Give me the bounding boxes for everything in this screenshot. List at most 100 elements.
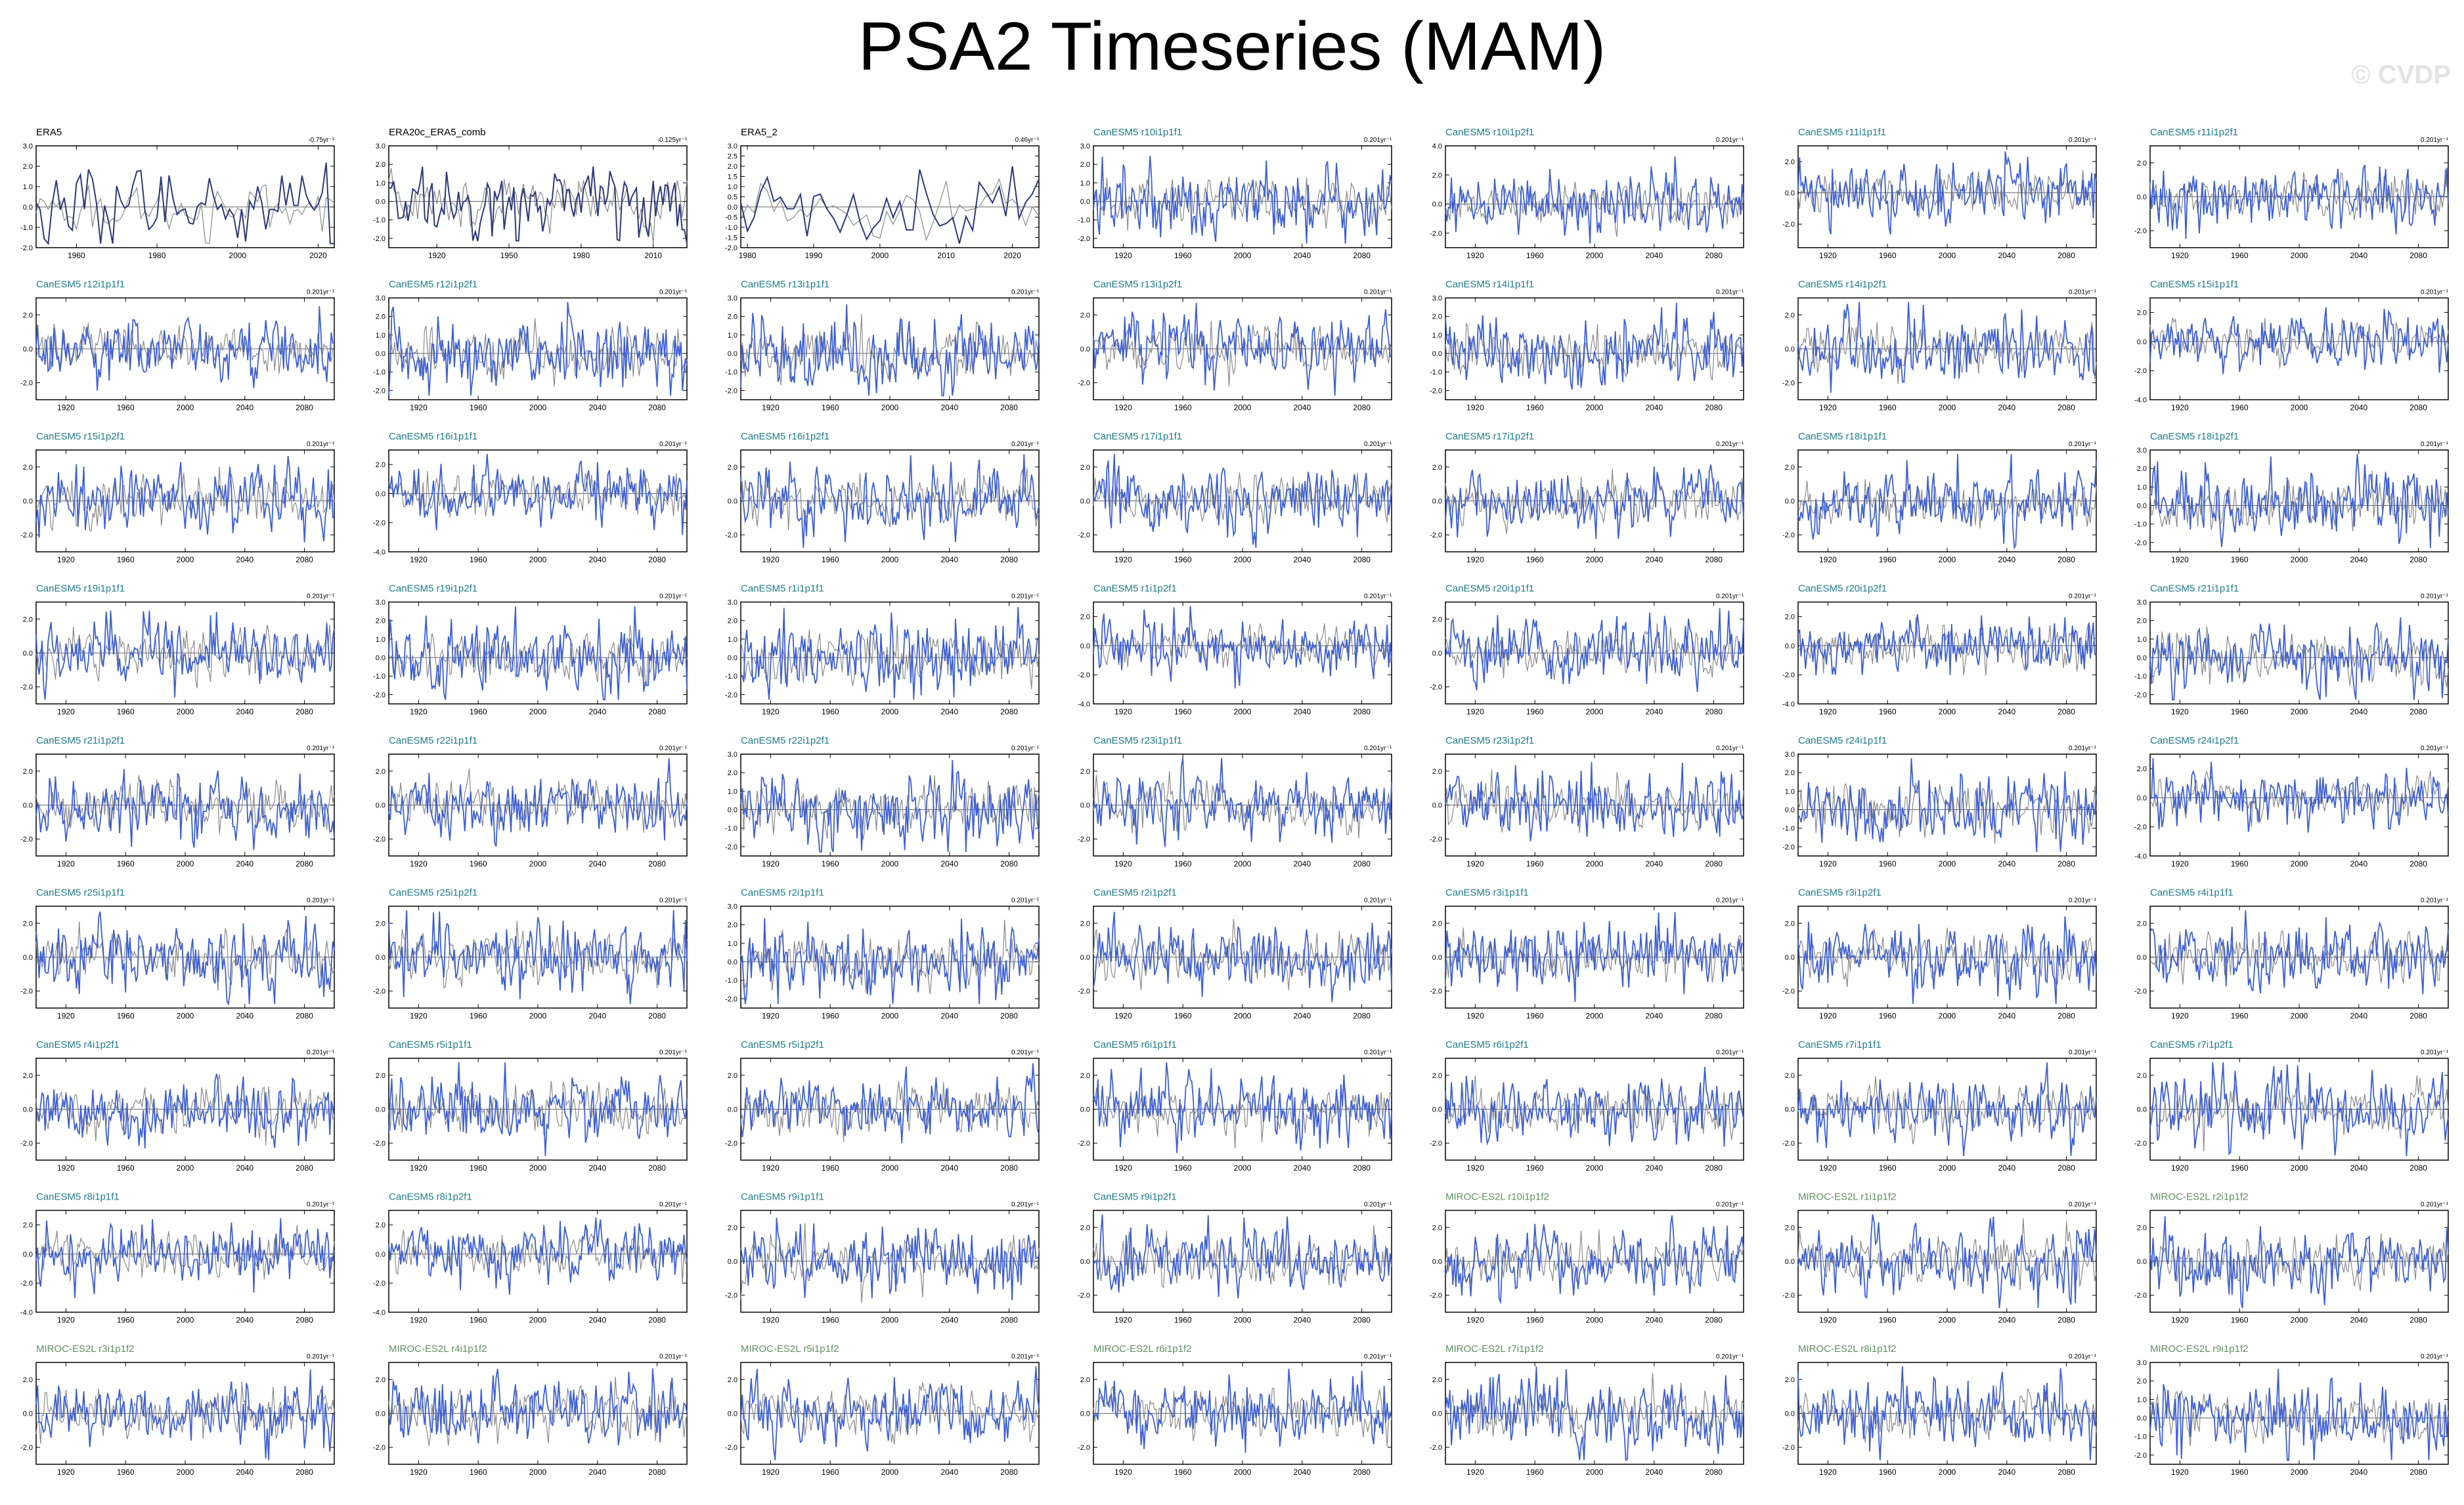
x-tick-label: 2000: [177, 1468, 194, 1477]
y-tick-label: 2.0: [376, 618, 385, 625]
x-tick-label: 2040: [588, 403, 606, 413]
y-tick-label: -2.0: [1782, 1140, 1795, 1148]
series-line: [35, 456, 335, 543]
y-tick-label: 1.0: [728, 636, 737, 644]
x-tick-label: 1920: [762, 708, 780, 717]
x-tick-label: 2040: [1998, 251, 2015, 260]
series-line: [2149, 617, 2449, 701]
y-tick-label: -2.0: [1782, 1292, 1795, 1300]
x-tick-label: 2040: [1645, 251, 1663, 260]
panel-title: CanESM5 r21i1p2f1: [36, 735, 125, 746]
x-tick-label: 2080: [648, 1012, 666, 1021]
trend-label: 0.201yr⁻¹: [1364, 289, 1392, 296]
x-tick-label: 2080: [1000, 555, 1018, 564]
series-line: [35, 769, 335, 850]
x-tick-label: 2040: [1645, 859, 1663, 868]
y-tick-label: 2.0: [376, 461, 385, 469]
panel-title: CanESM5 r11i1p1f1: [1798, 127, 1886, 138]
y-tick-label: 0.0: [1432, 350, 1442, 358]
y-tick-label: 3.0: [23, 143, 33, 150]
y-tick-label: -2.0: [2134, 691, 2147, 699]
x-tick-label: 2040: [588, 1468, 606, 1477]
panel-title: MIROC-ES2L r5i1p1f2: [741, 1343, 839, 1355]
y-tick-label: 2.0: [2137, 1224, 2147, 1232]
y-tick-label: 0.0: [23, 346, 33, 353]
y-tick-label: 1.0: [2137, 483, 2147, 491]
series-line: [388, 606, 688, 701]
series-line: [1093, 1062, 1392, 1154]
y-tick-label: 2.0: [1432, 171, 1442, 179]
y-tick-label: 0.0: [728, 807, 737, 815]
series-line: [1797, 758, 2097, 852]
panel: CanESM5 r11i1p1f1 0.201yr⁻¹ -2.0 0.0 2.0 1920…: [1782, 127, 2097, 260]
x-tick-label: 1990: [805, 251, 823, 260]
y-tick-label: -2.0: [373, 520, 385, 528]
x-tick-label: 2080: [296, 1012, 313, 1021]
panel-title: CanESM5 r21i1p1f1: [2150, 583, 2239, 595]
x-tick-label: 1920: [1466, 708, 1484, 717]
panel: CanESM5 r6i1p2f1 0.201yr⁻¹ -2.0 0.0 2.0 1920 1…: [1430, 1039, 1744, 1173]
y-tick-label: -2.0: [1430, 387, 1442, 395]
x-tick-label: 1920: [762, 555, 780, 564]
trend-label: 0.201yr⁻¹: [1011, 897, 1040, 905]
series-line: [1445, 912, 1744, 1002]
panel: CanESM5 r25i1p2f1 0.201yr⁻¹ -2.0 0.0 2.0 1920…: [373, 887, 688, 1021]
y-tick-label: -2.0: [1078, 1444, 1090, 1452]
panel: ERA5_2 0.46yr⁻¹ -2.0 -1.5 -1.0 -0.5 0.0 0.5 1.0 1…: [725, 127, 1040, 260]
y-tick-label: -2.0: [20, 836, 33, 843]
y-tick-label: 0.0: [376, 198, 385, 206]
y-tick-label: 3.0: [2137, 1359, 2147, 1367]
series-line: [35, 1073, 335, 1149]
y-tick-label: 0.0: [376, 802, 385, 810]
trend-label: 0.201yr⁻¹: [307, 1049, 335, 1056]
panel: CanESM5 r14i1p1f1 0.201yr⁻¹ -2.0 -1.0 0.0 1.0…: [1430, 279, 1744, 413]
panel-title: CanESM5 r1i1p2f1: [1093, 583, 1177, 595]
y-tick-label: -2.0: [20, 1140, 33, 1148]
y-tick-label: -2.0: [373, 387, 385, 395]
trend-label: 0.201yr⁻¹: [1364, 1353, 1392, 1360]
y-tick-label: -2.0: [2134, 1292, 2147, 1300]
y-tick-label: -2.0: [2134, 367, 2147, 375]
panel-title: CanESM5 r20i1p2f1: [1798, 583, 1887, 595]
y-tick-label: 0.0: [23, 498, 33, 506]
panel: MIROC-ES2L r8i1p1f2 0.201yr⁻¹ -2.0 0.0 2.0 19…: [1782, 1343, 2097, 1477]
panel: MIROC-ES2L r5i1p1f2 0.201yr⁻¹ -2.0 0.0 2.0 19…: [725, 1343, 1040, 1477]
x-tick-label: 1960: [1526, 403, 1544, 413]
x-tick-label: 2000: [1234, 251, 1252, 260]
x-tick-label: 2000: [881, 1316, 899, 1325]
x-tick-label: 1960: [1526, 1316, 1544, 1325]
y-tick-label: 0.0: [2137, 654, 2147, 662]
x-tick-label: 2000: [529, 555, 547, 564]
series-line: [740, 1063, 1040, 1144]
x-tick-label: 1920: [1114, 1012, 1132, 1021]
x-tick-label: 2000: [177, 1163, 194, 1173]
trend-label: 0.201yr⁻¹: [1716, 441, 1744, 448]
y-tick-label: 0.0: [1785, 346, 1795, 353]
y-tick-label: 1.0: [1080, 179, 1090, 187]
x-tick-label: 2080: [1705, 1316, 1723, 1325]
series-line: [1093, 1368, 1392, 1453]
y-tick-label: 1.5: [728, 173, 737, 181]
x-tick-label: 1960: [117, 1316, 135, 1325]
x-tick-label: 2080: [648, 1468, 666, 1477]
trend-label: 0.201yr⁻¹: [659, 745, 688, 752]
panel-title: CanESM5 r23i1p2f1: [1445, 735, 1534, 746]
series-line: [2149, 758, 2449, 833]
x-tick-label: 2000: [881, 1468, 899, 1477]
y-tick-label: 0.0: [1785, 190, 1795, 198]
panel-title: CanESM5 r12i1p2f1: [389, 279, 477, 290]
y-tick-label: 4.0: [1432, 143, 1442, 150]
x-tick-label: 2000: [881, 708, 899, 717]
x-tick-label: 2040: [1645, 1012, 1663, 1021]
x-tick-label: 2000: [177, 859, 194, 868]
x-tick-label: 2040: [1998, 1163, 2015, 1173]
y-tick-label: 2.0: [1785, 1224, 1795, 1232]
secondary-series-line: [388, 920, 688, 989]
panel-title: CanESM5 r20i1p1f1: [1445, 583, 1534, 595]
panel-title: CanESM5 r7i1p2f1: [2150, 1039, 2233, 1050]
y-tick-label: 0.0: [2137, 1258, 2147, 1266]
y-tick-label: -2.0: [1782, 380, 1795, 388]
y-tick-label: -0.5: [725, 214, 737, 222]
y-tick-label: -2.0: [2134, 1452, 2147, 1460]
y-tick-label: 0.0: [376, 1410, 385, 1418]
